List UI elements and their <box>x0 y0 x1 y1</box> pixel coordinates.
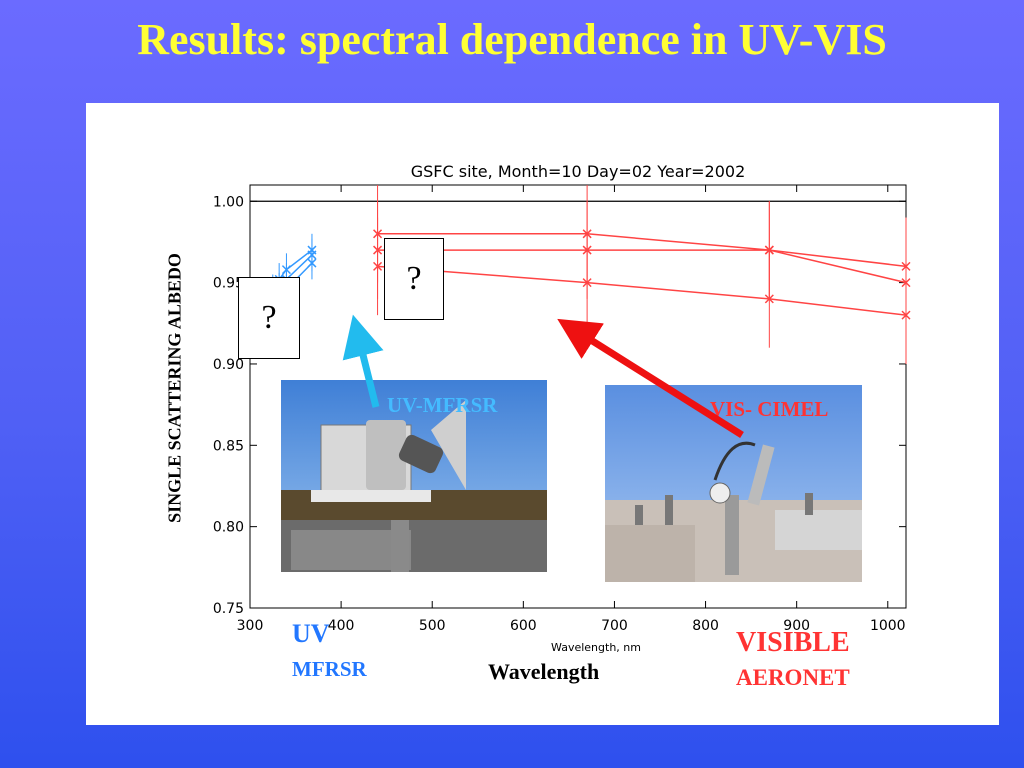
mfrsr-label: MFRSR <box>292 657 367 681</box>
question-mark-vis: ? <box>406 260 422 297</box>
uv-mfrsr-image <box>281 380 547 572</box>
x-tick-label: 900 <box>783 618 810 634</box>
x-tick-label: 400 <box>328 618 355 634</box>
plot-frame <box>249 184 907 609</box>
y-tick-label: 0.95 <box>213 276 244 292</box>
y-tick-label: 0.80 <box>213 520 244 536</box>
vis-point <box>373 261 383 271</box>
chart-xlabel: Wavelength, nm <box>551 641 641 654</box>
vis-series-line <box>377 249 907 284</box>
y-tick-label: 1.00 <box>213 194 244 210</box>
x-tick-label: 1000 <box>870 618 906 634</box>
vis-point <box>901 310 911 320</box>
slide-title: Results: spectral dependence in UV-VIS <box>137 15 887 64</box>
x-tick-label: 600 <box>510 618 537 634</box>
vis-cimel-photo <box>605 385 862 582</box>
xlabel-wavelength: Wavelength <box>488 659 600 684</box>
uv-point <box>307 258 317 268</box>
vis-instrument-label: VIS- CIMEL <box>710 397 829 421</box>
uv-label: UV <box>292 619 330 648</box>
visible-label: VISIBLE <box>736 627 850 658</box>
axes: 0.75 0.80 0.85 0.90 0.95 1.00 300 400 500 600 700 8… <box>213 184 907 634</box>
vis-point <box>764 294 774 304</box>
ylabel-single-scattering-albedo: SINGLE SCATTERING ALBEDO <box>164 253 185 523</box>
vis-cimel-image <box>605 385 862 582</box>
aeronet-label: AERONET <box>736 665 850 690</box>
x-tick-label: 800 <box>692 618 719 634</box>
y-tick-label: 0.85 <box>213 438 244 454</box>
x-tick-label: 500 <box>419 618 446 634</box>
uv-mfrsr-photo <box>281 380 547 572</box>
x-tick-label: 300 <box>237 618 264 634</box>
vis-point <box>582 278 592 288</box>
question-box-vis: ? <box>384 238 444 320</box>
y-tick-label: 0.90 <box>213 357 244 373</box>
x-tick-label: 700 <box>601 618 628 634</box>
question-mark-uv: ? <box>261 299 277 336</box>
question-box-uv: ? <box>238 277 300 359</box>
y-tick-label: 0.75 <box>213 601 244 617</box>
chart-title: GSFC site, Month=10 Day=02 Year=2002 <box>411 162 746 181</box>
series <box>268 185 911 364</box>
uv-instrument-label: UV-MFRSR <box>387 393 498 417</box>
vis-series-line <box>377 265 907 316</box>
chart-panel: 0.75 0.80 0.85 0.90 0.95 1.00 300 400 500 600 700 8… <box>86 103 999 725</box>
vis-series-line <box>377 233 907 268</box>
